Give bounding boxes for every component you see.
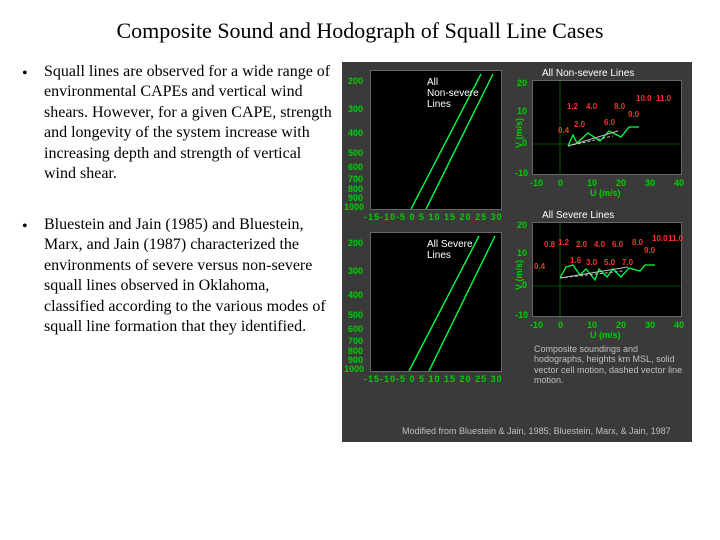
bullet-item: Squall lines are observed for a wide ran…	[22, 62, 332, 185]
height-label: 10.0	[652, 234, 668, 243]
x-tick: 40	[674, 178, 684, 188]
x-tick: 20	[616, 178, 626, 188]
figure-description: Composite soundings and hodographs, heig…	[534, 344, 690, 385]
x-tick: 40	[674, 320, 684, 330]
figure-credit: Modified from Bluestein & Jain, 1985; Bl…	[402, 426, 692, 436]
x-axis-label: U (m/s)	[590, 330, 621, 340]
x-tick: 20	[616, 320, 626, 330]
height-label: 5.0	[604, 258, 615, 267]
page-title: Composite Sound and Hodograph of Squall …	[22, 18, 698, 44]
height-label: 8.0	[614, 102, 625, 111]
height-label: 4.0	[586, 102, 597, 111]
x-tick: -10	[530, 178, 543, 188]
bullet-dot-icon	[22, 215, 44, 338]
y-tick: 300	[348, 104, 363, 114]
height-label: 1.6	[570, 256, 581, 265]
height-label: 2.0	[574, 120, 585, 129]
panel-label: All SevereLines	[427, 239, 473, 261]
y-tick: 1000	[344, 202, 364, 212]
y-tick: 700	[348, 174, 363, 184]
x-ticks: -15-10-5 0 5 10 15 20 25 30	[364, 212, 503, 222]
y-tick: -10	[515, 168, 528, 178]
height-label: 0.8	[544, 240, 555, 249]
height-label: 11.0	[668, 234, 683, 243]
x-tick: -10	[530, 320, 543, 330]
height-label: 0.4	[558, 126, 569, 135]
panel-label: All Non-severe Lines	[542, 68, 634, 79]
x-axis-label: U (m/s)	[590, 188, 621, 198]
height-label: 6.0	[612, 240, 623, 249]
height-label: 4.0	[594, 240, 605, 249]
bullet-dot-icon	[22, 62, 44, 185]
y-tick: 10	[517, 248, 527, 258]
y-tick: -10	[515, 310, 528, 320]
height-label: 6.0	[604, 118, 615, 127]
y-tick: 500	[348, 148, 363, 158]
y-tick: 20	[517, 78, 527, 88]
x-tick: 10	[587, 178, 597, 188]
y-tick: 300	[348, 266, 363, 276]
height-label: 7.0	[622, 258, 633, 267]
height-label: 1.2	[558, 238, 569, 247]
bullet-text: Squall lines are observed for a wide ran…	[44, 62, 332, 185]
y-tick: 200	[348, 76, 363, 86]
x-tick: 0	[558, 178, 563, 188]
y-tick: 600	[348, 162, 363, 172]
height-label: 10.0	[636, 94, 652, 103]
content-row: Squall lines are observed for a wide ran…	[22, 62, 698, 442]
y-tick: 0	[522, 280, 527, 290]
y-tick: 200	[348, 238, 363, 248]
y-tick: 500	[348, 310, 363, 320]
panel-sounding-nonsevere: AllNon-severeLines	[370, 70, 502, 210]
height-label: 11.0	[656, 94, 671, 103]
y-tick: 20	[517, 220, 527, 230]
y-tick: 400	[348, 290, 363, 300]
composite-figure: AllNon-severeLines 200 300 400 500 600 7…	[342, 62, 692, 442]
y-tick: 700	[348, 336, 363, 346]
slide: Composite Sound and Hodograph of Squall …	[0, 0, 720, 540]
y-tick: 400	[348, 128, 363, 138]
y-tick: 0	[522, 138, 527, 148]
height-label: 0.4	[534, 262, 545, 271]
y-tick: 1000	[344, 364, 364, 374]
x-tick: 30	[645, 320, 655, 330]
panel-sounding-severe: All SevereLines	[370, 232, 502, 372]
height-label: 9.0	[628, 110, 639, 119]
x-tick: 30	[645, 178, 655, 188]
y-tick: 600	[348, 324, 363, 334]
x-tick: 0	[558, 320, 563, 330]
height-label: 8.0	[632, 238, 643, 247]
height-label: 9.0	[644, 246, 655, 255]
bullet-text: Bluestein and Jain (1985) and Bluestein,…	[44, 215, 332, 338]
height-label: 2.0	[576, 240, 587, 249]
bullet-item: Bluestein and Jain (1985) and Bluestein,…	[22, 215, 332, 338]
x-ticks: -15-10-5 0 5 10 15 20 25 30	[364, 374, 503, 384]
bullet-list: Squall lines are observed for a wide ran…	[22, 62, 332, 442]
height-label: 3.0	[586, 258, 597, 267]
panel-label: All Severe Lines	[542, 210, 614, 221]
height-label: 1.2	[567, 102, 578, 111]
y-tick: 10	[517, 106, 527, 116]
panel-label: AllNon-severeLines	[427, 77, 479, 110]
x-tick: 10	[587, 320, 597, 330]
